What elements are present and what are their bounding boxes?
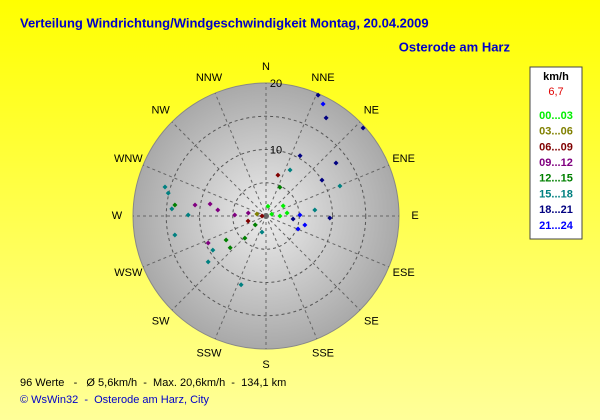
direction-label: N [262, 61, 270, 73]
direction-label: W [112, 210, 123, 222]
legend-entry: 15...18 [539, 188, 573, 200]
data-point [323, 115, 329, 121]
legend-title: km/h [543, 71, 569, 83]
data-point [254, 211, 260, 217]
data-point [215, 207, 221, 213]
data-point [295, 226, 301, 232]
data-point [302, 222, 308, 228]
data-point [205, 240, 211, 246]
legend-entry: 03...06 [539, 126, 573, 138]
grid-ring [165, 115, 367, 317]
spoke [214, 92, 267, 217]
direction-label: SE [364, 315, 379, 327]
direction-label: NE [364, 105, 379, 117]
data-point [280, 203, 286, 209]
data-point [319, 177, 325, 183]
data-point [259, 229, 265, 235]
spoke [265, 215, 361, 311]
chart-title: Verteilung Windrichtung/Windgeschwindigk… [20, 15, 429, 30]
data-point [223, 237, 229, 243]
data-point [269, 211, 275, 217]
legend-entry: 18...21 [539, 204, 573, 216]
legend-entry: 06...09 [539, 141, 573, 153]
legend-value: 6,7 [548, 86, 563, 98]
data-point [259, 213, 265, 219]
data-point [169, 206, 175, 212]
spoke [214, 215, 267, 340]
data-point [210, 247, 216, 253]
data-point [333, 160, 339, 166]
r-tick-label: 20 [270, 78, 282, 90]
legend-entry: 12...15 [539, 173, 573, 185]
data-point [297, 153, 303, 159]
direction-label: SW [152, 315, 170, 327]
direction-label: NW [151, 105, 170, 117]
data-point [227, 245, 233, 251]
data-point [287, 167, 293, 173]
data-point [277, 184, 283, 190]
direction-label: ENE [392, 153, 415, 165]
direction-label: SSW [196, 348, 222, 360]
data-point [315, 92, 321, 98]
chart-subtitle: Osterode am Harz [399, 39, 511, 54]
data-point [297, 212, 303, 218]
footer: © WsWin32 - Osterode am Harz, City [20, 394, 210, 406]
data-point [252, 222, 258, 228]
direction-label: WSW [114, 267, 143, 279]
direction-label: ESE [393, 267, 415, 279]
data-point [284, 210, 290, 216]
data-point [245, 218, 251, 224]
data-point [245, 210, 251, 216]
legend-entry: 00...03 [539, 110, 573, 122]
data-point [185, 212, 191, 218]
direction-label: NNE [311, 72, 334, 84]
data-point [265, 203, 271, 209]
data-point [207, 201, 213, 207]
data-point [312, 207, 318, 213]
data-point [232, 212, 238, 218]
data-point [192, 202, 198, 208]
data-point [277, 213, 283, 219]
data-point [242, 235, 248, 241]
direction-label: S [262, 359, 269, 371]
direction-label: WNW [114, 153, 143, 165]
data-point [205, 259, 211, 265]
data-point [165, 190, 171, 196]
data-point [172, 232, 178, 238]
data-point [360, 125, 366, 131]
stats: 96 Werte - Ø 5,6km/h - Max. 20,6km/h - 1… [20, 377, 286, 389]
data-point [275, 172, 281, 178]
data-point [172, 202, 178, 208]
spoke [265, 121, 361, 217]
legend-entry: 09...12 [539, 157, 573, 169]
legend-entry: 21...24 [539, 220, 574, 232]
plot [133, 83, 399, 349]
r-tick-label: 10 [270, 144, 282, 156]
direction-label: SSE [312, 348, 334, 360]
data-point [337, 183, 343, 189]
data-point [238, 282, 244, 288]
direction-label: NNW [196, 72, 223, 84]
data-point [327, 215, 333, 221]
legend-box [529, 66, 583, 240]
data-point [290, 216, 296, 222]
direction-label: E [411, 210, 418, 222]
data-point [162, 184, 168, 190]
data-point [320, 101, 326, 107]
grid-ring [199, 149, 333, 283]
